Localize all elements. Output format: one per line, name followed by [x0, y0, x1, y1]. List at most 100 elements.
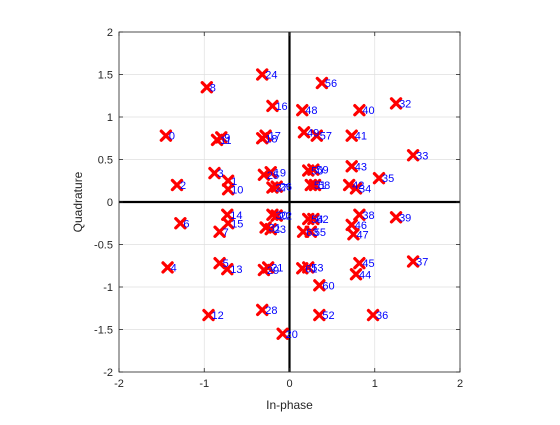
data-point-label: 48 [305, 105, 317, 117]
data-point-marker [266, 99, 279, 113]
data-point-marker [353, 257, 366, 270]
data-point-label: 32 [399, 98, 411, 110]
data-point-marker [313, 279, 326, 292]
data-point-marker [257, 263, 271, 277]
data-point-label: 10 [231, 184, 243, 196]
x-tick-label: -1 [199, 378, 209, 390]
data-point-marker [349, 268, 363, 281]
data-point-marker [296, 103, 309, 117]
data-point-marker [200, 81, 214, 94]
x-tick-label: 1 [372, 378, 378, 390]
data-point-label: 47 [356, 229, 368, 241]
data-point-label: 50 [311, 166, 323, 178]
y-tick-label: -0.5 [94, 240, 113, 252]
data-point-label: 57 [320, 131, 332, 143]
data-point-label: 42 [352, 180, 364, 192]
data-point-label: 45 [362, 258, 374, 270]
data-point-label: 51 [314, 180, 326, 192]
data-point-marker [297, 126, 311, 139]
y-tick-label: -1 [103, 282, 113, 294]
data-point-marker [345, 218, 358, 232]
data-point-label: 58 [318, 180, 330, 192]
y-tick-label: 0.5 [98, 155, 113, 167]
data-point-label: 54 [311, 214, 323, 226]
data-point-label: 7 [223, 227, 229, 239]
data-point-marker [406, 255, 420, 268]
data-point-marker [307, 163, 320, 176]
data-point-label: 39 [399, 212, 411, 224]
data-point-marker [161, 261, 174, 274]
data-point-marker [266, 208, 279, 221]
data-point-marker [389, 97, 403, 110]
data-point-label: 2 [180, 180, 186, 192]
data-point-label: 12 [212, 310, 224, 322]
y-tick-label: 1 [107, 112, 113, 124]
data-point-marker [259, 221, 272, 234]
y-tick-label: 0 [107, 197, 113, 209]
data-point-marker [349, 182, 363, 195]
data-point-marker [256, 132, 269, 145]
data-point-label: 9 [224, 132, 230, 144]
data-point-label: 53 [311, 262, 323, 274]
y-tick-label: -2 [103, 367, 113, 379]
data-point-label: 56 [325, 78, 337, 90]
data-point-marker [315, 76, 329, 90]
data-point-marker [406, 149, 420, 162]
data-point-label: 38 [362, 210, 374, 222]
data-point-label: 11 [220, 135, 231, 147]
data-point-marker [389, 211, 403, 224]
data-point-marker [342, 178, 356, 192]
data-point-marker [308, 178, 322, 192]
data-point-marker [296, 225, 310, 238]
data-point-marker [296, 262, 309, 275]
data-point-label: 14 [230, 210, 242, 222]
data-point-marker [221, 174, 235, 187]
data-point-label: 33 [416, 150, 428, 162]
data-point-marker [372, 172, 386, 185]
data-point-label: 15 [231, 218, 243, 230]
data-point-label: 62 [316, 214, 328, 226]
ticks: -2 -1 0 1 2-2-1.5-1-0.500.511.52 [94, 27, 463, 390]
markers [159, 68, 420, 340]
data-point-label: 60 [322, 280, 334, 292]
data-point-label: 24 [265, 70, 277, 82]
data-point-label: 26 [280, 182, 292, 194]
data-point-label: 16 [275, 101, 287, 113]
data-point-marker [221, 217, 235, 230]
data-point-label: 31 [269, 223, 281, 235]
data-point-label: 46 [355, 220, 367, 232]
data-point-label: 49 [307, 127, 319, 139]
data-point-label: 23 [274, 224, 286, 236]
x-tick-label: 0 [286, 378, 292, 390]
y-axis-label: Quadrature [71, 171, 85, 232]
x-tick-label: 2 [457, 378, 463, 390]
data-point-label: 8 [210, 82, 216, 94]
data-point-label: 36 [376, 310, 388, 322]
data-point-marker [257, 168, 271, 181]
data-point-marker [310, 129, 323, 142]
data-point-label: 4 [171, 262, 177, 274]
data-point-marker [221, 262, 234, 276]
data-point-label: 52 [322, 310, 334, 322]
data-point-marker [345, 160, 358, 173]
data-point-label: 43 [355, 161, 367, 173]
data-point-label: 18 [265, 133, 277, 145]
y-tick-label: 1.5 [98, 70, 113, 82]
data-point-label: 37 [416, 257, 428, 269]
data-point-label: 40 [362, 105, 374, 117]
data-point-label: 13 [230, 264, 242, 276]
y-tick-label: 2 [107, 27, 113, 39]
data-point-label: 0 [169, 131, 175, 143]
data-point-label: 41 [355, 131, 367, 143]
data-point-label: 35 [382, 173, 394, 185]
data-point-label: 30 [275, 210, 287, 222]
x-tick-label: -2 [114, 378, 124, 390]
data-point-label: 28 [265, 305, 277, 317]
data-point-label: 25 [267, 170, 279, 182]
data-point-label: 44 [359, 269, 371, 281]
data-point-marker [202, 308, 215, 322]
data-point-label: 17 [269, 131, 281, 143]
data-point-label: 59 [316, 165, 328, 177]
data-point-label: 3 [217, 168, 223, 180]
